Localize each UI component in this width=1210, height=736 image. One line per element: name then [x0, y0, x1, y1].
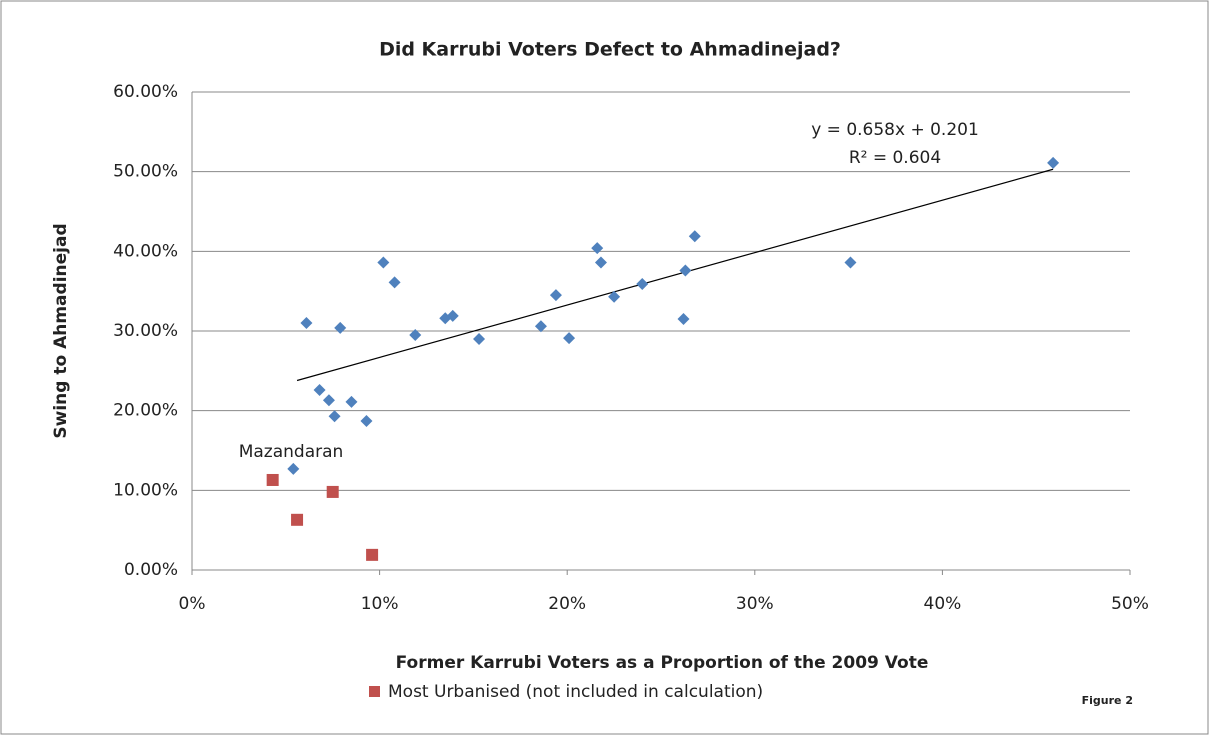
- annotation: Mazandaran: [239, 442, 344, 462]
- point: [287, 462, 300, 475]
- point: [677, 313, 690, 326]
- point: [326, 485, 339, 498]
- x-tick-label: 0%: [179, 594, 206, 614]
- point: [534, 320, 547, 333]
- x-tick-label: 20%: [548, 594, 586, 614]
- point: [688, 230, 701, 243]
- point: [291, 513, 304, 526]
- y-tick-label: 10.00%: [113, 480, 178, 500]
- point: [360, 415, 373, 428]
- trendline-equation: y = 0.658x + 0.201: [811, 120, 979, 140]
- trendline: [296, 168, 1054, 382]
- point: [409, 328, 422, 341]
- trendline-r2: R² = 0.604: [849, 148, 941, 168]
- point: [313, 383, 326, 396]
- legend-label: Most Urbanised (not included in calculat…: [388, 682, 763, 702]
- point: [636, 277, 649, 290]
- point: [377, 256, 390, 269]
- x-tick-label: 50%: [1111, 594, 1149, 614]
- y-tick-label: 20.00%: [113, 401, 178, 421]
- point: [300, 317, 313, 330]
- point: [366, 548, 379, 561]
- y-tick-label: 0.00%: [124, 560, 178, 580]
- point: [679, 264, 692, 277]
- point: [266, 473, 279, 486]
- point: [446, 309, 459, 322]
- x-tick-label: 10%: [361, 594, 399, 614]
- point: [563, 332, 576, 345]
- point: [591, 242, 604, 255]
- chart-title: Did Karrubi Voters Defect to Ahmadinejad…: [379, 39, 841, 61]
- point: [608, 290, 621, 303]
- point: [844, 256, 857, 269]
- y-tick-label: 60.00%: [113, 82, 178, 102]
- point: [345, 395, 358, 408]
- x-axis-label: Former Karrubi Voters as a Proportion of…: [396, 653, 929, 673]
- legend-marker: [369, 686, 380, 697]
- point: [1047, 156, 1060, 169]
- x-tick-label: 40%: [924, 594, 962, 614]
- point: [549, 289, 562, 302]
- point: [328, 410, 341, 423]
- point: [322, 394, 335, 407]
- point: [334, 321, 347, 334]
- y-tick-label: 30.00%: [113, 321, 178, 341]
- y-axis-label: Swing to Ahmadinejad: [51, 223, 71, 438]
- x-tick-label: 30%: [736, 594, 774, 614]
- y-tick-label: 50.00%: [113, 162, 178, 182]
- y-tick-label: 40.00%: [113, 241, 178, 261]
- point: [473, 332, 486, 345]
- figure-label: Figure 2: [1082, 694, 1133, 707]
- point: [594, 256, 607, 269]
- point: [388, 276, 401, 289]
